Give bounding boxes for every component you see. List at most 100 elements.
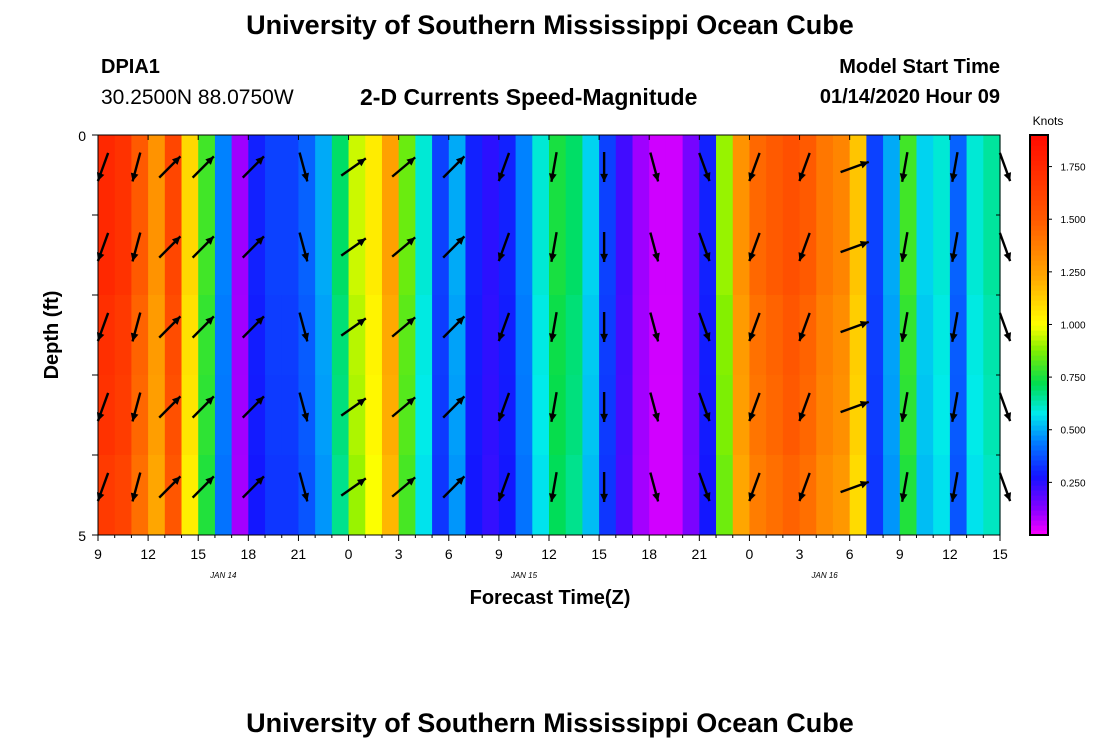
heatmap-cell [315, 295, 333, 376]
colorbar-segment [1030, 490, 1048, 496]
axes: Forecast Time(Z) Depth (ft) Knots 9 12 15 1… [41, 114, 1063, 609]
heatmap-cell [732, 135, 751, 216]
colorbar-segment [1030, 345, 1048, 351]
heatmap-cell [532, 215, 550, 296]
heatmap-cell [799, 215, 817, 296]
colorbar-segment [1030, 180, 1048, 186]
heatmap-cell [832, 135, 851, 216]
heatmap-cell [148, 295, 166, 376]
heatmap-cell [782, 455, 801, 536]
heatmap-cell [148, 215, 166, 296]
heatmap-cell [515, 215, 533, 296]
vector-head [301, 412, 310, 422]
current-vector [442, 315, 466, 339]
heatmap-cell [98, 215, 116, 296]
heatmap-cell [398, 455, 416, 536]
current-vector [899, 472, 909, 502]
colorbar-segment [1030, 280, 1048, 286]
x-tick-label: 0 [746, 546, 754, 562]
vector-head [1003, 172, 1012, 182]
colorbar-segment [1030, 515, 1048, 521]
heatmap-cell [799, 375, 817, 456]
heatmap-cell [682, 135, 700, 216]
current-vector [698, 472, 711, 502]
heatmap-cell [498, 215, 517, 296]
vector-head [406, 237, 416, 246]
colorbar-frame [1029, 134, 1049, 536]
heatmap-cell [131, 215, 149, 296]
vector-head [748, 332, 756, 342]
current-vector [130, 232, 142, 262]
colorbar-segment [1030, 465, 1048, 471]
current-vector [158, 395, 182, 419]
current-vector [298, 392, 310, 422]
heatmap-cell [231, 295, 249, 376]
heatmap-cell [632, 295, 650, 376]
heatmap-cell [532, 295, 550, 376]
current-vector [899, 232, 909, 262]
heatmap-cell [148, 375, 166, 456]
colorbar-segment [1030, 135, 1048, 141]
colorbar-segment [1030, 240, 1048, 246]
current-vector [748, 472, 761, 502]
colorbar-tick-label: 0.250 [1060, 478, 1085, 489]
heatmap-cell [482, 375, 500, 456]
colorbar-segment [1030, 140, 1048, 146]
current-vector [998, 152, 1012, 182]
heatmap-cell [381, 295, 400, 376]
colorbar-segment [1030, 290, 1048, 296]
vector-head [455, 396, 465, 405]
heatmap-cell [148, 135, 166, 216]
current-vector [798, 472, 811, 502]
colorbar-segment [1030, 350, 1048, 356]
heatmap-cell [331, 295, 350, 376]
vector-head [96, 172, 105, 182]
colorbar-segment [1030, 305, 1048, 311]
footer-title: University of Southern Mississippi Ocean… [246, 708, 854, 738]
vector-head [130, 172, 139, 182]
colorbar-segment [1030, 310, 1048, 316]
vector-head [600, 413, 609, 422]
colorbar-segment [1030, 195, 1048, 201]
x-tick-label: 9 [896, 546, 904, 562]
vector-head [301, 252, 310, 262]
vector-head [859, 160, 869, 169]
heatmap-cell [866, 375, 884, 456]
heatmap-cell [883, 375, 901, 456]
colorbar-segment [1030, 255, 1048, 261]
colorbar-segment [1030, 530, 1048, 536]
heatmap-cell [465, 135, 483, 216]
heatmap-cell [766, 295, 784, 376]
heatmap-cell [582, 135, 600, 216]
heatmap-cell [732, 375, 751, 456]
vector-head [356, 158, 366, 167]
current-vector [798, 232, 811, 262]
heatmap-cell [866, 455, 884, 536]
colorbar-segment [1030, 175, 1048, 181]
heatmap-cell [866, 135, 884, 216]
heatmap-cell [181, 135, 199, 216]
vector-head [899, 413, 908, 422]
current-vector [548, 232, 558, 262]
current-vector [748, 152, 761, 182]
current-vector [497, 392, 511, 422]
vector-head [1003, 252, 1012, 262]
heatmap-cell [916, 375, 934, 456]
current-vector [548, 472, 558, 502]
heatmap-cell [866, 295, 884, 376]
heatmap-cell [398, 375, 416, 456]
heatmap-cell [198, 455, 216, 536]
heatmap-cell [482, 215, 500, 296]
heatmap-cell [231, 455, 249, 536]
heatmap-cell [966, 215, 984, 296]
heatmap-cell [381, 215, 400, 296]
vector-head [455, 236, 465, 245]
current-vector [191, 475, 215, 499]
heatmap-cell [114, 215, 132, 296]
heatmap-cell [498, 295, 517, 376]
current-vector [600, 392, 609, 422]
current-vector [798, 152, 811, 182]
heatmap-cell [281, 375, 300, 456]
vector-head [205, 316, 214, 325]
heatmap-cell [916, 295, 934, 376]
